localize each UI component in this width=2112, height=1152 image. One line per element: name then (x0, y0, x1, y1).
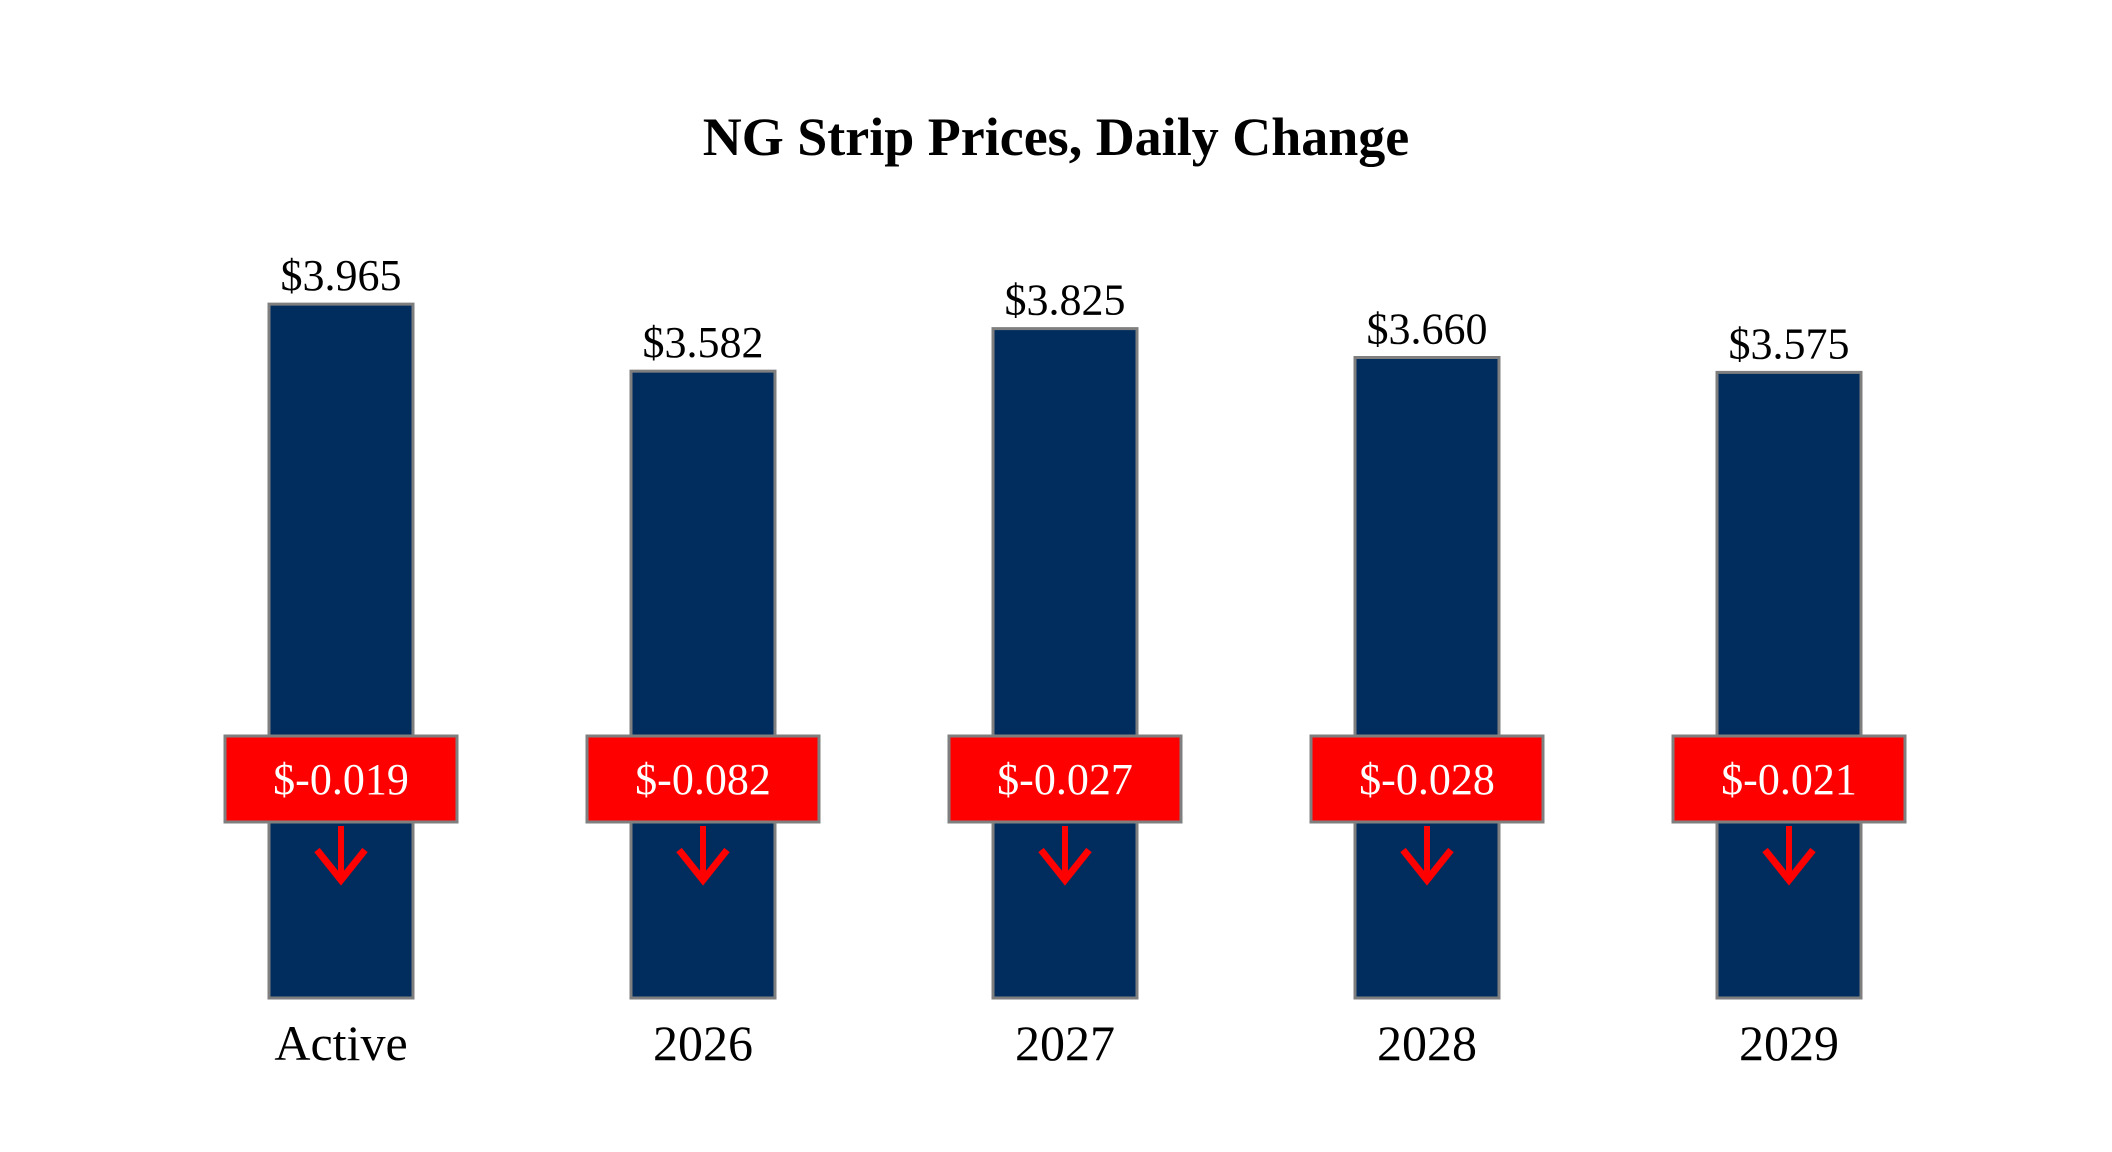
bar-group: $3.575 2029 $-0.021 (1671, 319, 1907, 1071)
arrow-head (676, 847, 730, 886)
down-arrow-icon (1762, 826, 1816, 886)
category-label: 2029 (1739, 1015, 1839, 1071)
change-label: $-0.028 (1359, 755, 1495, 804)
arrow-head (1038, 847, 1092, 886)
change-box (1309, 734, 1545, 824)
category-label: 2026 (653, 1015, 753, 1071)
arrow-head (1762, 847, 1816, 886)
bar (267, 302, 415, 1000)
category-label: Active (274, 1015, 407, 1071)
value-label: $3.575 (1729, 319, 1850, 368)
down-arrow-icon (1038, 826, 1092, 886)
change-box (1671, 734, 1907, 824)
bar (1715, 370, 1863, 1000)
value-label: $3.965 (281, 251, 402, 300)
category-label: 2027 (1015, 1015, 1115, 1071)
down-arrow-icon (314, 826, 368, 886)
arrow-head (314, 847, 368, 886)
bar-group: $3.965 Active $-0.019 (223, 251, 459, 1071)
change-label: $-0.082 (635, 755, 771, 804)
change-box (223, 734, 459, 824)
bar (629, 369, 777, 1000)
bar-group: $3.582 2026 $-0.082 (585, 318, 821, 1071)
change-label: $-0.021 (1721, 755, 1857, 804)
change-box (585, 734, 821, 824)
value-label: $3.582 (643, 318, 764, 367)
down-arrow-icon (1400, 826, 1454, 886)
value-label: $3.825 (1005, 276, 1126, 325)
bars-layer: $3.965 Active $-0.019 $3.582 2026 $-0.082 $3.8… (223, 251, 1907, 1071)
down-arrow-icon (676, 826, 730, 886)
bar-group: $3.660 2028 $-0.028 (1309, 305, 1545, 1071)
bar (991, 327, 1139, 1000)
chart-title: NG Strip Prices, Daily Change (703, 107, 1409, 167)
arrow-head (1400, 847, 1454, 886)
change-label: $-0.027 (997, 755, 1133, 804)
change-label: $-0.019 (273, 755, 409, 804)
category-label: 2028 (1377, 1015, 1477, 1071)
change-box (947, 734, 1183, 824)
bar-group: $3.825 2027 $-0.027 (947, 276, 1183, 1071)
bar (1353, 356, 1501, 1000)
value-label: $3.660 (1367, 305, 1488, 354)
